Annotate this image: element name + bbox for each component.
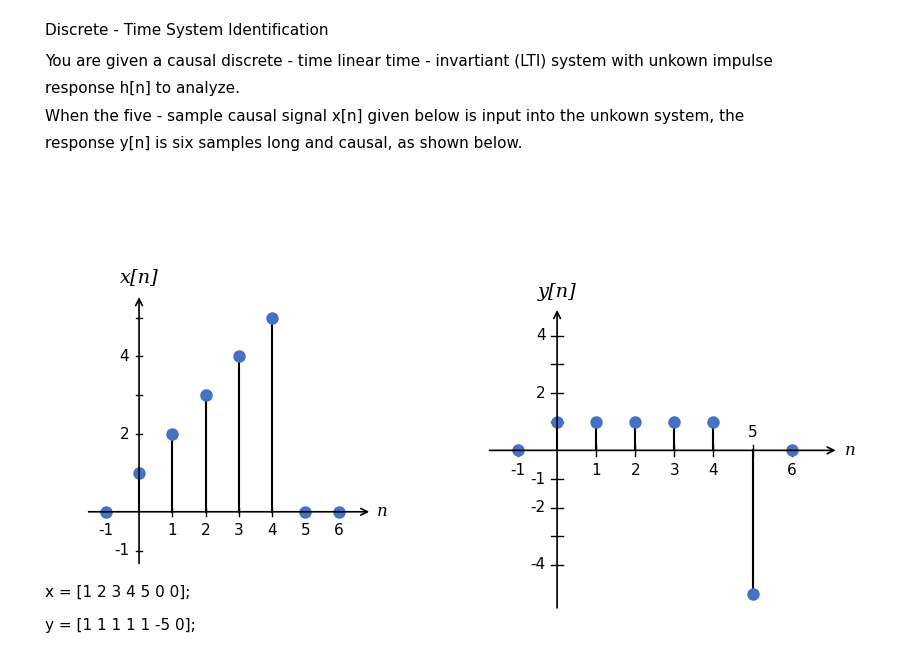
Text: 3: 3 (234, 524, 244, 539)
Text: 2: 2 (535, 385, 545, 401)
Text: 2: 2 (120, 426, 129, 442)
Text: 2: 2 (201, 524, 210, 539)
Text: 5: 5 (747, 425, 757, 440)
Text: 4: 4 (535, 329, 545, 343)
Text: -2: -2 (530, 500, 545, 515)
Text: n: n (844, 442, 855, 459)
Text: response y[n] is six samples long and causal, as shown below.: response y[n] is six samples long and ca… (45, 136, 523, 151)
Text: 6: 6 (333, 524, 343, 539)
Text: You are given a causal discrete - time linear time - invartiant (LTI) system wit: You are given a causal discrete - time l… (45, 54, 773, 69)
Text: Discrete - Time System Identification: Discrete - Time System Identification (45, 23, 329, 38)
Text: -1: -1 (114, 543, 129, 558)
Text: 3: 3 (670, 463, 680, 479)
Text: 4: 4 (120, 349, 129, 364)
Text: y[n]: y[n] (538, 284, 576, 301)
Text: 4: 4 (267, 524, 277, 539)
Text: When the five - sample causal signal x[n] given below is input into the unkown s: When the five - sample causal signal x[n… (45, 109, 745, 124)
Text: 2: 2 (631, 463, 640, 479)
Text: n: n (377, 503, 388, 520)
Text: 4: 4 (708, 463, 718, 479)
Text: response h[n] to analyze.: response h[n] to analyze. (45, 81, 240, 96)
Text: -1: -1 (530, 471, 545, 486)
Text: x = [1 2 3 4 5 0 0];: x = [1 2 3 4 5 0 0]; (45, 585, 190, 600)
Text: -1: -1 (510, 463, 525, 479)
Text: y = [1 1 1 1 1 -5 0];: y = [1 1 1 1 1 -5 0]; (45, 618, 196, 633)
Text: 5: 5 (301, 524, 310, 539)
Text: -1: -1 (98, 524, 113, 539)
Text: 6: 6 (786, 463, 796, 479)
Text: 1: 1 (168, 524, 178, 539)
Text: x[n]: x[n] (120, 268, 159, 287)
Text: -4: -4 (530, 557, 545, 572)
Text: 1: 1 (592, 463, 601, 479)
